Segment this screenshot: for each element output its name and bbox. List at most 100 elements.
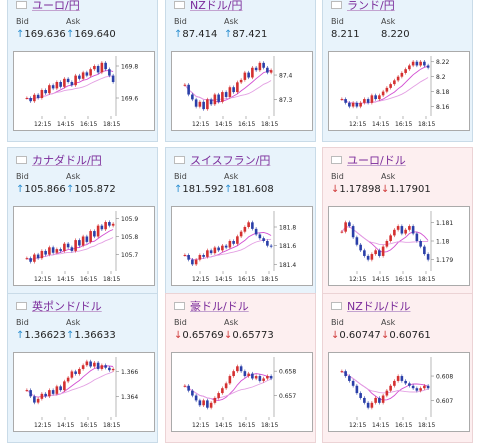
candle-body — [243, 72, 247, 80]
candle-body — [426, 385, 430, 389]
candle-body — [224, 92, 228, 97]
y-tick-label: 1.18 — [436, 239, 450, 246]
price-chart[interactable]: 181.8 181.6 181.4 12:15 14:15 16:15 18:15 — [171, 206, 313, 286]
candle-body — [408, 65, 411, 70]
currency-pair-link[interactable]: NZドル/円 — [190, 0, 243, 12]
candle-body — [33, 396, 36, 403]
x-tick-label: 14:15 — [372, 121, 389, 128]
rate-panel[interactable]: NZドル/ドル Bid Ask ↓0.60747 ↓0.60761 0.608 0.607 1… — [322, 293, 473, 443]
currency-pair-link[interactable]: カナダドル/円 — [32, 154, 102, 167]
moving-average-fast — [184, 69, 272, 103]
candle-body — [111, 223, 115, 226]
rate-panel[interactable]: ユーロ/ドル Bid Ask ↓1.17898 ↓1.17901 1.181 1.18 1.1… — [322, 147, 473, 297]
moving-average-fast — [184, 373, 272, 401]
moving-average-slow — [26, 75, 114, 101]
x-tick-label: 16:15 — [238, 422, 255, 429]
ask-price: 1.36633 — [74, 330, 116, 341]
currency-pair-link[interactable]: NZドル/ドル — [347, 300, 411, 313]
bid-price: 0.60747 — [339, 330, 381, 341]
candle-body — [213, 94, 217, 105]
candle-body — [411, 61, 415, 66]
ask-price: 1.17901 — [389, 184, 431, 195]
candle-body — [191, 259, 194, 265]
rate-panel[interactable]: ユーロ/円 Bid Ask ↑169.636 ↑169.640 169.8 169.6 12:… — [7, 0, 158, 142]
price-chart[interactable]: 0.608 0.607 12:15 14:15 16:15 18:15 — [328, 352, 470, 432]
candle-body — [251, 222, 254, 229]
candle-body — [239, 366, 243, 372]
candle-body — [378, 250, 381, 256]
bid-price: 105.866 — [24, 184, 66, 195]
y-tick-label: 8.2 — [436, 74, 446, 81]
rate-panel[interactable]: 英ポンド/ドル Bid Ask ↑1.36623 ↑1.36633 1.366 1.364 1… — [7, 293, 158, 443]
y-tick-label: 169.8 — [121, 64, 138, 71]
price-chart[interactable]: 8.22 8.2 8.18 8.16 12:15 14:15 16:15 18:15 — [328, 51, 470, 131]
candle-body — [266, 241, 269, 246]
y-tick-label: 1.366 — [121, 369, 138, 376]
rate-panel[interactable]: カナダドル/円 Bid Ask ↑105.866 ↑105.872 105.9 105.8 1… — [7, 147, 158, 297]
x-tick-label: 18:15 — [261, 422, 278, 429]
bid-label: Bid — [16, 17, 29, 26]
price-chart[interactable]: 105.9 105.8 105.7 12:15 14:15 16:15 18:15 — [13, 206, 155, 286]
x-tick-label: 16:15 — [238, 121, 255, 128]
x-tick-label: 12:15 — [192, 422, 209, 429]
ask-price: 169.640 — [74, 29, 116, 40]
price-chart[interactable]: 1.366 1.364 12:15 14:15 16:15 18:15 — [13, 352, 155, 432]
candle-body — [74, 240, 77, 251]
price-chart[interactable]: 1.181 1.18 1.179 12:15 14:15 16:15 18:15 — [328, 206, 470, 286]
candle-body — [419, 388, 422, 391]
us-flag-icon — [331, 302, 342, 310]
bid-value: ↓0.60747 — [331, 330, 381, 341]
bid-value: ↑1.36623 — [16, 330, 66, 341]
price-chart[interactable]: 169.8 169.6 12:15 14:15 16:15 18:15 — [13, 51, 155, 131]
currency-pair-link[interactable]: ランド/円 — [347, 0, 395, 12]
y-tick-label: 0.658 — [279, 369, 296, 376]
y-tick-label: 1.181 — [436, 220, 453, 227]
candle-body — [66, 78, 70, 82]
candle-body — [363, 99, 366, 103]
x-tick-label: 12:15 — [34, 121, 51, 128]
up-arrow-icon: ↑ — [16, 184, 25, 195]
candle-body — [96, 362, 100, 369]
x-tick-label: 18:15 — [261, 121, 278, 128]
candle-body — [29, 98, 32, 102]
rate-panel[interactable]: スイスフラン/円 Bid Ask ↑181.592 ↑181.608 181.8 181.6… — [165, 147, 316, 297]
candle-body — [81, 365, 85, 369]
candle-body — [340, 99, 344, 101]
chart-svg: 105.9 105.8 105.7 12:15 14:15 16:15 18:15 — [25, 211, 138, 283]
candle-body — [411, 385, 415, 389]
candle-body — [378, 397, 381, 403]
x-tick-label: 18:15 — [418, 121, 435, 128]
rate-panel[interactable]: NZドル/円 Bid Ask ↑87.414 ↑87.421 87.4 87.3 12:15 1… — [165, 0, 316, 142]
candle-body — [359, 393, 362, 398]
ask-label: Ask — [381, 318, 396, 327]
price-chart[interactable]: 0.658 0.657 12:15 14:15 16:15 18:15 — [171, 352, 313, 432]
currency-pair-link[interactable]: ユーロ/ドル — [347, 154, 406, 167]
moving-average-slow — [341, 77, 429, 104]
candle-body — [89, 361, 92, 367]
candle-body — [187, 255, 190, 260]
candle-body — [93, 66, 96, 70]
us-flag-icon — [331, 156, 342, 164]
candle-body — [243, 227, 247, 232]
currency-pair-link[interactable]: ユーロ/円 — [32, 0, 80, 12]
candle-body — [183, 255, 187, 256]
bid-value: ↑105.866 — [16, 184, 66, 195]
currency-pair-link[interactable]: 豪ドル/ドル — [190, 300, 249, 313]
currency-pair-link[interactable]: スイスフラン/円 — [190, 154, 271, 167]
bid-label: Bid — [16, 318, 29, 327]
candle-body — [355, 237, 359, 245]
price-chart[interactable]: 87.4 87.3 12:15 14:15 16:15 18:15 — [171, 51, 313, 131]
x-tick-label: 18:15 — [261, 276, 278, 283]
rate-panel[interactable]: 豪ドル/ドル Bid Ask ↓0.65769 ↓0.65773 0.658 0.657 12… — [165, 293, 316, 443]
currency-pair-link[interactable]: 英ポンド/ドル — [32, 300, 102, 313]
candle-body — [366, 402, 370, 408]
candle-body — [213, 397, 217, 403]
y-tick-label: 105.8 — [121, 234, 138, 241]
rate-panel[interactable]: ランド/円 Bid Ask 8.211 8.220 8.22 8.2 8.18 8.16 12:1… — [322, 0, 473, 142]
candle-body — [104, 222, 107, 230]
candle-body — [81, 72, 85, 79]
candle-body — [224, 245, 228, 248]
candle-body — [74, 371, 77, 374]
candle-body — [36, 94, 40, 98]
candle-body — [59, 82, 62, 87]
